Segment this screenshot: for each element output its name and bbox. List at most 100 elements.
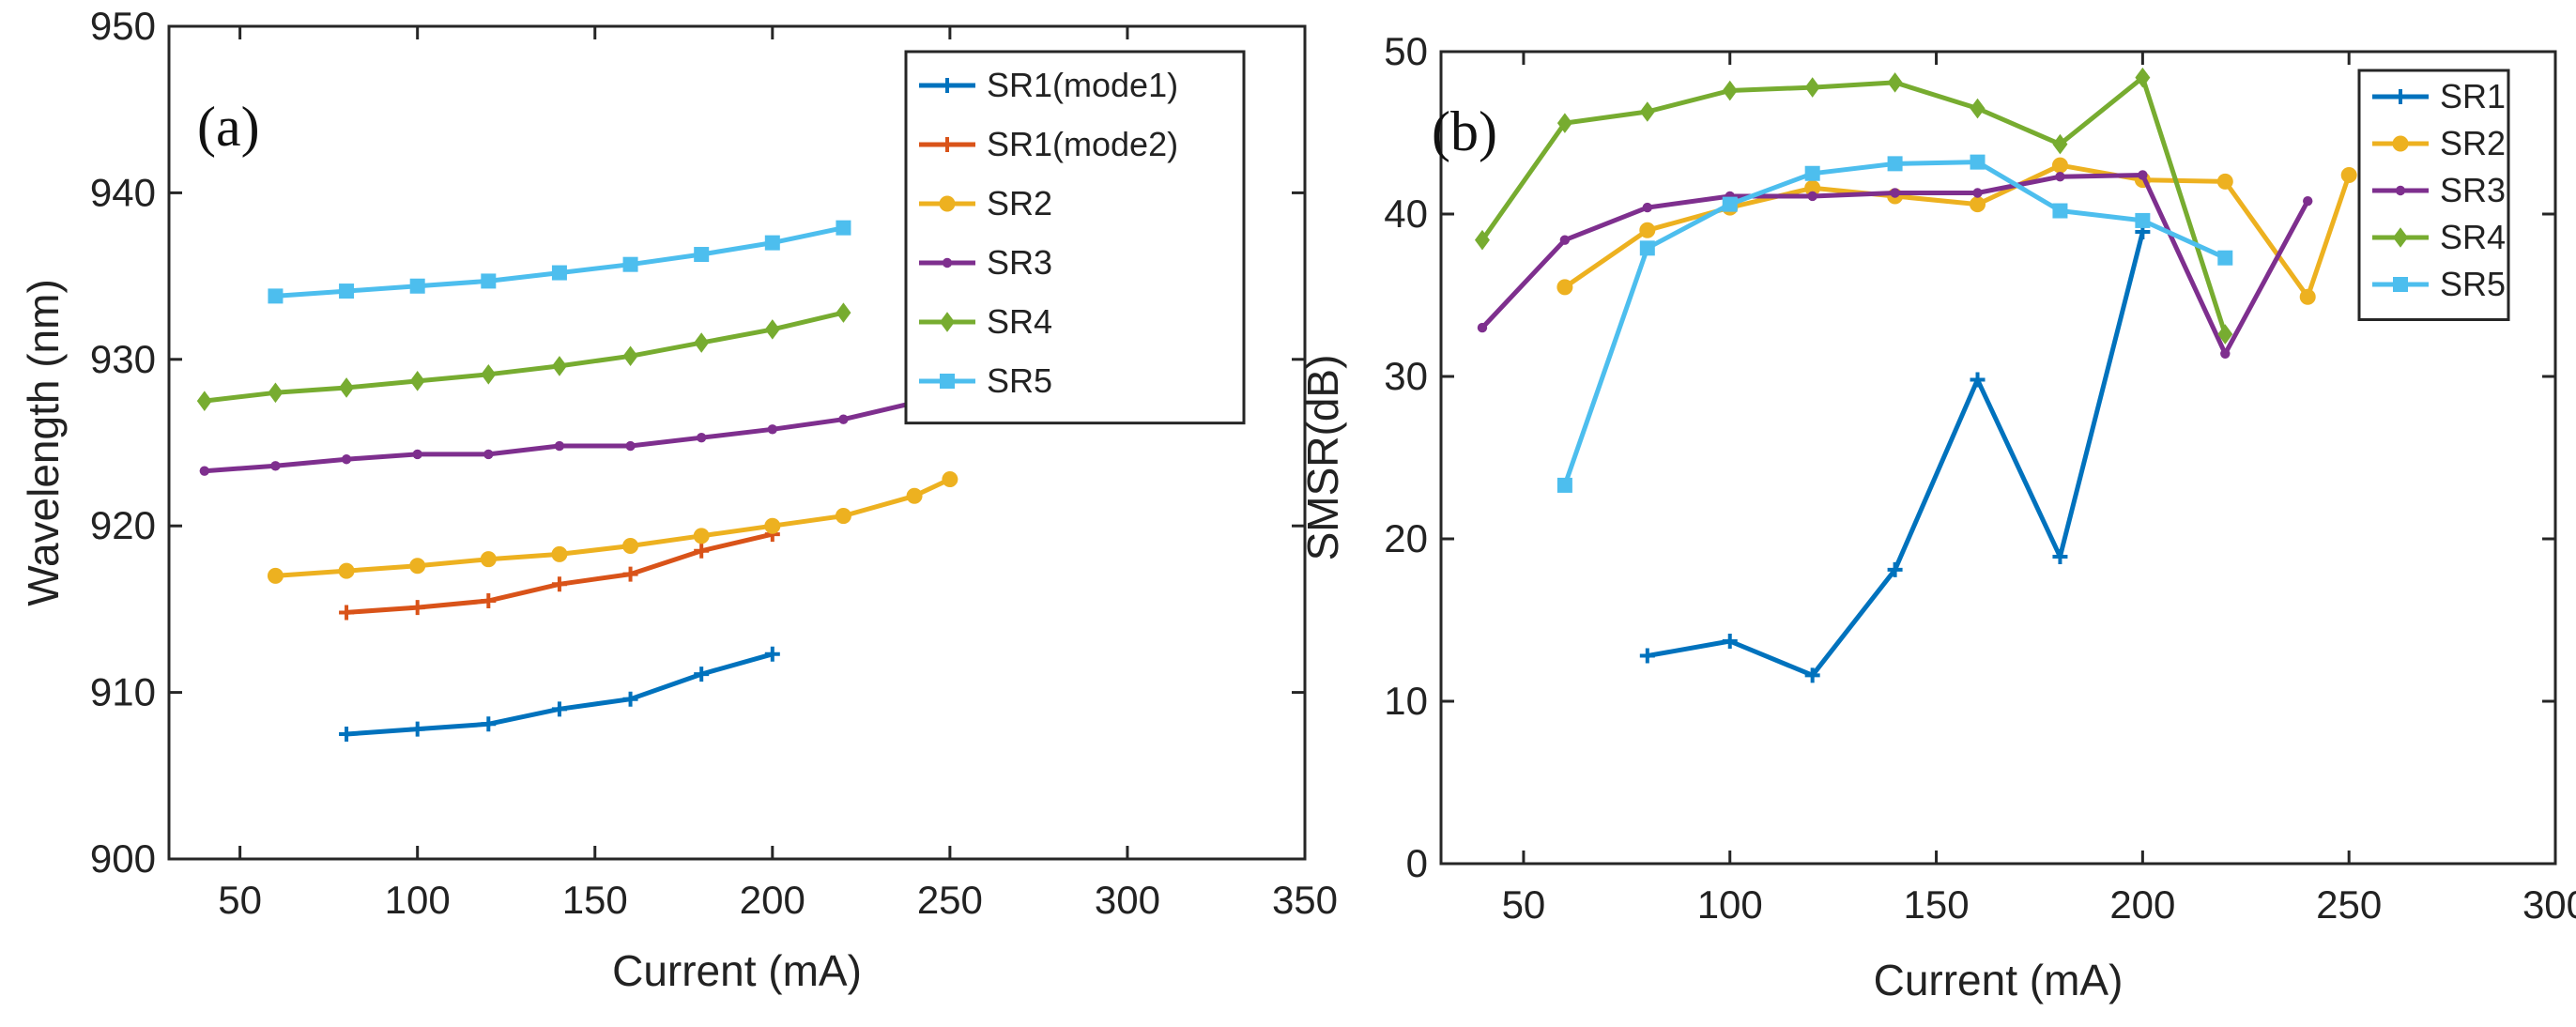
y-tick-label: 50 — [1384, 29, 1428, 73]
y-tick-label: 20 — [1384, 516, 1428, 560]
x-tick-label: 50 — [1502, 882, 1546, 927]
legend-label: SR1(mode1) — [987, 66, 1178, 104]
panel-a-wavelength-chart: 50 100 150 200 250 300 350 900 910 920 930 940 950 C… — [19, 4, 1338, 995]
series-sr3 — [199, 397, 920, 476]
data-point — [1722, 80, 1738, 101]
panel-b-ticks: 50 100 150 200 250 300 0 10 20 30 40 50 — [1384, 29, 2576, 927]
legend-swatch-marker — [940, 78, 955, 93]
series-sr5 — [268, 220, 851, 304]
legend-label: SR4 — [2440, 218, 2506, 256]
legend-entry: SR2 — [919, 184, 1052, 222]
data-point — [694, 332, 710, 353]
data-point — [2217, 324, 2233, 345]
legend-swatch-marker — [940, 137, 955, 152]
data-point — [1639, 222, 1656, 238]
data-point — [480, 551, 497, 568]
data-point — [694, 247, 710, 263]
data-point — [338, 562, 355, 579]
y-tick-label: 40 — [1384, 192, 1428, 236]
panel-a-y-axis-title: Wavelength (nm) — [19, 279, 68, 606]
panel-b-axes-frame — [1439, 50, 2557, 866]
data-point — [906, 487, 923, 504]
data-point — [1887, 72, 1903, 93]
y-tick-label: 920 — [90, 503, 156, 547]
panel-b-y-axis-title: SMSR(dB) — [1298, 355, 1347, 561]
panel-a-label: (a) — [197, 96, 260, 158]
panel-b-series-layer — [1474, 67, 2357, 683]
data-point — [1474, 229, 1490, 251]
legend-entry: SR5 — [2372, 265, 2506, 303]
legend-label: SR3 — [987, 243, 1052, 282]
data-point — [1556, 113, 1572, 133]
data-point — [764, 319, 780, 340]
series-sr5 — [1556, 154, 2233, 493]
data-point — [2052, 133, 2068, 155]
data-point — [339, 726, 355, 742]
legend-label: SR2 — [2440, 124, 2506, 162]
panel-b-smsr-chart: 50 100 150 200 250 300 0 10 20 30 40 50 Current (mA… — [1298, 29, 2576, 1004]
legend-entry: SR4 — [919, 302, 1052, 341]
legend-swatch-marker — [2393, 89, 2408, 104]
data-point — [551, 576, 567, 592]
data-point — [2340, 166, 2357, 183]
x-tick-label: 150 — [1904, 882, 1970, 927]
data-point — [1970, 98, 1986, 119]
data-point — [622, 537, 639, 554]
legend-label: SR1 — [2440, 77, 2506, 115]
panel-a-series-layer — [196, 220, 958, 742]
y-tick-label: 900 — [90, 836, 156, 881]
data-point — [268, 382, 284, 404]
series-sr1-mode1- — [339, 646, 780, 742]
data-point — [554, 440, 565, 452]
data-point — [481, 273, 497, 289]
legend-swatch-marker — [939, 195, 956, 212]
legend-label: SR4 — [987, 302, 1052, 341]
data-point — [481, 363, 497, 385]
data-point — [2217, 250, 2233, 266]
data-point — [1722, 196, 1738, 212]
y-tick-label: 0 — [1406, 841, 1428, 885]
data-point — [409, 558, 426, 575]
legend-box — [2357, 69, 2510, 321]
data-point — [1556, 477, 1572, 493]
data-point — [1970, 154, 1986, 170]
x-tick-label: 50 — [218, 878, 262, 922]
data-point — [622, 256, 638, 272]
data-point — [1639, 101, 1655, 122]
data-point — [1639, 240, 1655, 256]
series-sr2 — [267, 471, 958, 584]
panel-a-x-axis-title: Current (mA) — [612, 946, 862, 995]
data-point — [625, 440, 636, 452]
legend-entry: SR1(mode1) — [919, 66, 1178, 104]
data-point — [481, 716, 497, 732]
legend-label: SR5 — [2440, 265, 2506, 303]
data-point — [481, 593, 497, 609]
legend-swatch-marker — [2395, 185, 2406, 196]
x-tick-label: 200 — [740, 878, 805, 922]
data-point — [199, 466, 210, 476]
data-point — [341, 454, 352, 465]
legend-entry: SR2 — [2372, 124, 2506, 162]
x-tick-label: 350 — [1272, 878, 1338, 922]
legend-label: SR1(mode2) — [987, 125, 1178, 163]
legend-label: SR5 — [987, 361, 1052, 400]
data-point — [483, 449, 494, 460]
y-tick-label: 30 — [1384, 354, 1428, 398]
panel-a-axes-frame — [167, 24, 1307, 861]
data-point — [2052, 549, 2068, 565]
data-point — [838, 414, 849, 424]
data-point — [694, 543, 710, 559]
legend-box — [904, 50, 1246, 425]
legend-swatch-marker — [2392, 135, 2409, 152]
legend-swatch-marker — [2393, 227, 2408, 248]
x-tick-label: 250 — [2316, 882, 2382, 927]
series-line — [1480, 75, 2228, 335]
data-point — [267, 567, 284, 584]
data-point — [409, 371, 425, 391]
series-sr1-mode2- — [339, 527, 780, 621]
data-point — [196, 391, 212, 411]
x-tick-label: 100 — [385, 878, 451, 922]
data-point — [1970, 372, 1986, 388]
data-point — [1972, 188, 1983, 198]
data-point — [767, 424, 778, 435]
